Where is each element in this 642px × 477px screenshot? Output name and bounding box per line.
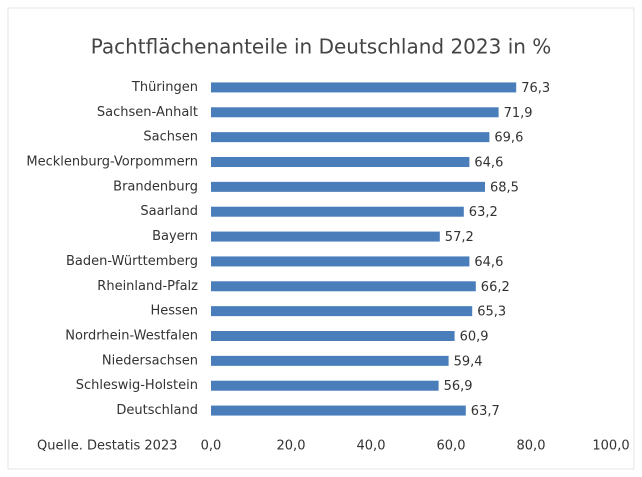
data-label: 66,2 [481, 280, 510, 295]
bar [211, 206, 464, 217]
y-tick-label: Hessen [150, 304, 198, 319]
x-tick-label: 100,0 [592, 439, 629, 454]
y-tick-label: Saarland [140, 204, 198, 219]
bar [211, 132, 490, 143]
bar [211, 157, 470, 167]
data-label: 59,4 [454, 354, 483, 369]
data-label: 65,3 [477, 305, 506, 320]
bar [211, 181, 485, 192]
y-tick-label: Sachsen [143, 130, 198, 145]
data-label: 56,9 [444, 379, 473, 394]
y-tick-label: Brandenburg [113, 179, 198, 194]
x-tick-label: 0,0 [201, 439, 222, 454]
bar [211, 380, 439, 391]
data-label: 57,2 [445, 230, 474, 245]
y-tick-label: Bayern [152, 229, 198, 244]
data-label: 60,9 [460, 330, 489, 345]
y-tick-label: Rheinland-Pfalz [97, 279, 198, 294]
bar [211, 281, 476, 292]
chart-frame [7, 7, 635, 470]
data-label: 63,7 [471, 404, 500, 419]
y-tick-label: Nordrhein-Westfalen [65, 329, 198, 344]
x-tick-label: 60,0 [437, 439, 466, 454]
x-tick-label: 40,0 [357, 439, 386, 454]
y-tick-label: Baden-Württemberg [66, 254, 198, 269]
x-tick-label: 20,0 [277, 439, 306, 454]
chart-title: Pachtflächenanteile in Deutschland 2023 … [91, 35, 552, 59]
bar [211, 256, 470, 267]
y-tick-label: Niedersachsen [102, 353, 198, 368]
data-label: 64,6 [474, 255, 503, 270]
y-tick-label: Thüringen [131, 80, 198, 95]
source-note: Quelle. Destatis 2023 [37, 439, 178, 454]
data-label: 64,6 [474, 156, 503, 171]
bar [211, 331, 455, 341]
y-tick-label: Sachsen-Anhalt [97, 105, 198, 120]
bar [211, 306, 473, 317]
y-tick-label: Deutschland [116, 403, 198, 418]
bar [211, 355, 449, 366]
bar [211, 405, 466, 416]
bar [211, 82, 517, 93]
x-tick-label: 80,0 [517, 439, 546, 454]
data-label: 76,3 [521, 81, 550, 96]
y-tick-label: Mecklenburg-Vorpommern [26, 155, 198, 170]
data-label: 69,6 [494, 131, 523, 146]
bar [211, 231, 440, 242]
y-tick-label: Schleswig-Holstein [76, 378, 198, 393]
bar [211, 107, 499, 118]
data-label: 68,5 [490, 180, 519, 195]
data-label: 63,2 [469, 205, 498, 220]
data-label: 71,9 [504, 106, 533, 121]
